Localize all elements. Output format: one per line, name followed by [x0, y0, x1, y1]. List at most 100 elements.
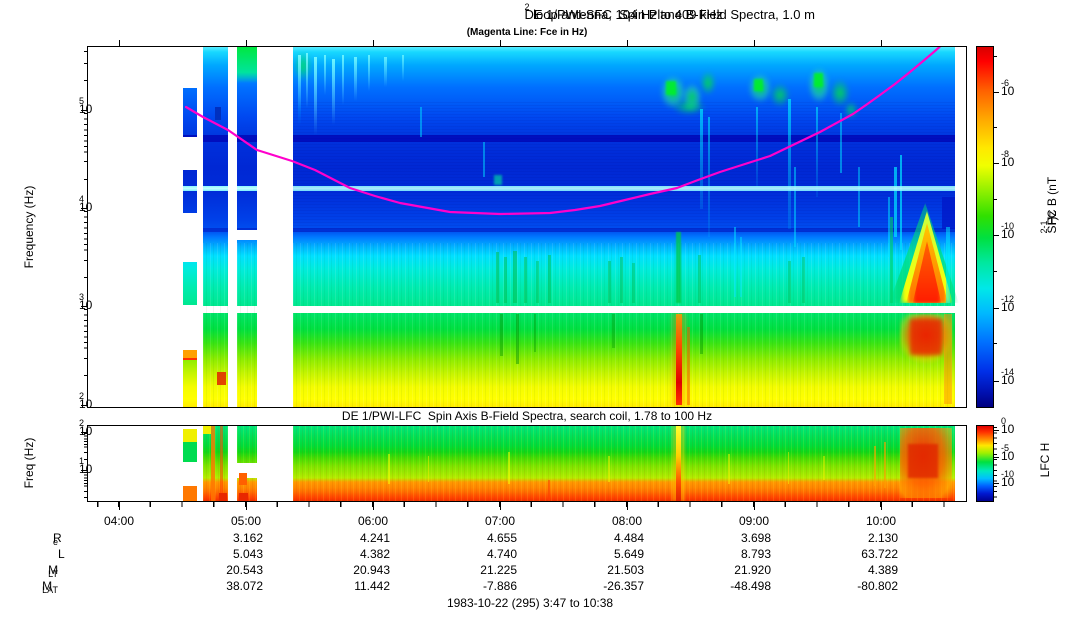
x-tick-label: 10:00 [865, 514, 897, 528]
cbar-major-tick [993, 430, 999, 431]
spec-feature-streak [534, 314, 536, 352]
y-minor-ticks [84, 433, 88, 449]
lfc-feature-streak [823, 456, 825, 480]
lfc-feature-streak [508, 452, 510, 484]
ephemeris-value: 21.503 [607, 563, 644, 577]
cbar-minor-tick [993, 271, 997, 272]
row-label-main: M [48, 563, 59, 577]
tick-base: 10 [1001, 449, 1015, 463]
spec-feature-streak [900, 155, 902, 250]
cbar-major-tick [993, 483, 999, 484]
y-major-tick [81, 208, 88, 209]
lfc-cbar-tick-label: 10 0 [1001, 417, 1061, 437]
spec-feature-streak [612, 314, 615, 348]
y-minor-ticks [84, 472, 88, 488]
lfc-block-yellow [183, 429, 197, 442]
tick-base: 10 [1001, 373, 1015, 387]
ephemeris-value: 4.655 [486, 531, 517, 545]
sfc-cbar-label: SFC B (nT 2 Hz -1) [1039, 127, 1061, 327]
tick-base: 10 [78, 102, 93, 116]
sfc-colorbar [976, 46, 994, 408]
lfc-ytick-label: 10 2 [36, 419, 92, 439]
ephemeris-value: 5.649 [613, 547, 644, 561]
spec-feature-streak [524, 257, 527, 303]
hiss-line-16khz [183, 186, 197, 191]
row-label-main: L [58, 547, 65, 561]
y-minor-tick [84, 497, 88, 498]
tick-exp: 0 [1001, 416, 1007, 426]
y-major-tick [81, 306, 88, 307]
date-range-label: 1983-10-22 (295) 3:47 to 10:38 [446, 596, 614, 610]
tick-exp: 3 [78, 292, 84, 302]
ephemeris-value: 2.130 [867, 531, 898, 545]
lfc-feature-orange-streak [211, 426, 215, 501]
y-minor-ticks [84, 211, 88, 251]
akr-patch [672, 99, 706, 115]
y-minor-tick [84, 179, 88, 180]
x-tick-label: 09:00 [738, 514, 770, 528]
sfc-ytick-label: 10 2 [36, 392, 92, 412]
sfc-cbar-tick-label: 10 -10 [1001, 222, 1061, 242]
lfc-panel-title: DE 1/PWI-LFC Spin Axis B-Field Spectra, … [341, 409, 713, 423]
lfc-feature-streak [608, 456, 610, 482]
y-major-tick [81, 110, 88, 111]
texture [203, 426, 228, 501]
ephemeris-value: 21.225 [480, 563, 517, 577]
spec-feature-streak [298, 55, 301, 125]
y-minor-tick [84, 491, 88, 492]
ephemeris-value: 20.943 [353, 563, 390, 577]
y-minor-tick [84, 375, 88, 376]
sfc-y-axis-label: Frequency (Hz) [22, 185, 36, 269]
ephemeris-value: 4.241 [359, 531, 390, 545]
spec-feature-red-blob [217, 372, 226, 385]
data-stripe-1 [183, 47, 197, 407]
lfc-cbar-tick-label: 10 -5 [1001, 444, 1061, 464]
x-tick-label: 07:00 [484, 514, 516, 528]
ephemeris-row-label-mlt: M LT [0, 563, 59, 579]
dark-line [293, 228, 955, 232]
spec-feature-streak [620, 257, 623, 303]
lfc-feature-streak [388, 454, 390, 484]
spec-feature-streak [890, 217, 893, 303]
y-minor-tick [84, 161, 88, 162]
spec-feature-streak [306, 53, 308, 108]
lfc-stripe-2 [203, 426, 228, 501]
spec-feature-streak [734, 227, 736, 297]
y-minor-tick [84, 358, 88, 359]
ephemeris-value: -26.357 [603, 579, 644, 593]
ephemeris-value: 4.382 [359, 547, 390, 561]
ephemeris-value: 11.442 [354, 579, 390, 593]
sfc-cbar-tick-label: 10 -6 [1001, 79, 1061, 99]
spec-feature-streak [402, 55, 404, 81]
spec-feature-streak [740, 237, 742, 297]
dark-band [293, 135, 955, 142]
cbar-major-tick [993, 163, 999, 164]
lfc-cbar-label: LFC H [1038, 442, 1052, 478]
burst-0823-secondary [687, 327, 690, 405]
row-label-main: M [42, 579, 53, 593]
lfc-feature [203, 426, 211, 434]
lfc-ytick-label: 10 1 [36, 457, 92, 477]
akr-core [754, 79, 763, 91]
instrument-gap-strip [293, 306, 955, 313]
lfc-block-green [183, 442, 197, 462]
ephemeris-value: 4.740 [486, 547, 517, 561]
figure-subtitle: (Magenta Line: Fce in Hz) [466, 27, 588, 38]
tick-exp: -12 [1001, 294, 1015, 304]
spec-feature-streak [496, 252, 499, 303]
y-major-tick [81, 405, 88, 406]
y-minor-ticks [84, 309, 88, 349]
akr-patch [830, 79, 850, 107]
sfc-cbar-tick-label: 10 -14 [1001, 368, 1061, 388]
fce-line-overlay [184, 47, 942, 216]
x-top-tick [881, 40, 882, 47]
x-top-tick [246, 40, 247, 47]
gap-mask [183, 213, 197, 262]
cbar-label-sup: 2 [1039, 228, 1049, 234]
lfc-feature-streak [874, 446, 876, 486]
sfc-ytick-label: 10 5 [36, 97, 92, 117]
tick-exp: -5 [1001, 443, 1010, 453]
tick-exp: -10 [1001, 469, 1015, 479]
akr-patch [700, 71, 716, 95]
